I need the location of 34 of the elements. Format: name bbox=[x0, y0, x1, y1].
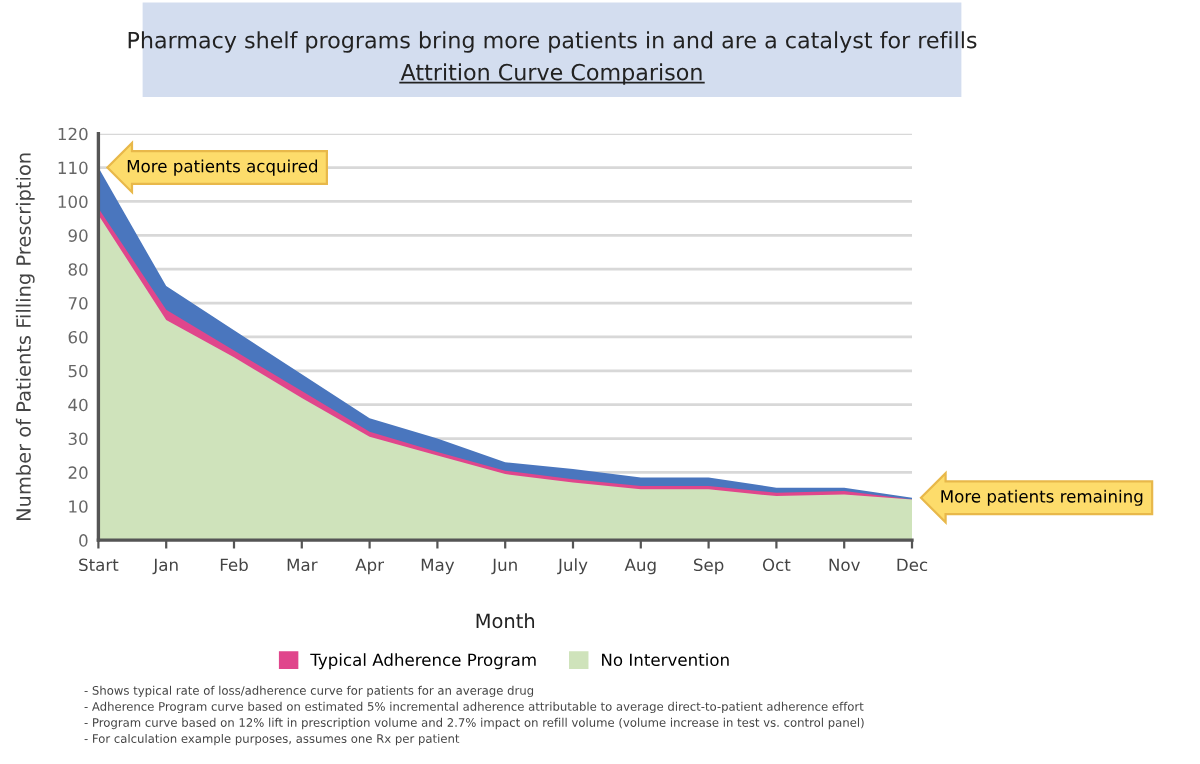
y-tick-label: 80 bbox=[68, 263, 88, 276]
y-tick-label: 40 bbox=[68, 398, 88, 412]
chart-title: Pharmacy shelf programs bring more patients in and are a catalyst for refills bbox=[128, 31, 977, 53]
x-tick-label: Jun bbox=[491, 558, 517, 575]
y-tick-label: 10 bbox=[69, 500, 88, 513]
y-axis-title: Number of Patients Filling Prescription bbox=[15, 153, 35, 521]
y-tick-label: 70 bbox=[68, 297, 88, 310]
x-tick-label: Aug bbox=[624, 558, 656, 575]
x-axis-title: Month bbox=[476, 613, 535, 629]
x-tick-label: July bbox=[557, 558, 588, 575]
y-tick-label: 60 bbox=[68, 330, 88, 344]
y-tick-label: 120 bbox=[58, 127, 88, 141]
x-tick-label: Nov bbox=[829, 558, 860, 572]
x-tick-label: Feb bbox=[220, 558, 248, 572]
legend-label: No Intervention bbox=[602, 653, 729, 667]
x-tick-label: Oct bbox=[762, 558, 791, 572]
x-tick-label: May bbox=[421, 558, 455, 575]
chart-subtitle: Attrition Curve Comparison bbox=[400, 63, 702, 85]
annotation: More patients acquired bbox=[127, 159, 318, 176]
y-tick-label: 0 bbox=[79, 534, 88, 547]
y-tick-label: 20 bbox=[68, 466, 88, 479]
x-tick-label: Sep bbox=[693, 558, 724, 575]
y-tick-label: 50 bbox=[68, 364, 88, 378]
y-tick-label: 110 bbox=[58, 161, 88, 175]
y-tick-label: 30 bbox=[68, 432, 88, 446]
x-tick-label: Start bbox=[79, 558, 119, 572]
legend-label: Typical Adherence Program bbox=[310, 653, 536, 670]
x-tick-label: Dec bbox=[897, 558, 928, 572]
y-tick-label: 90 bbox=[68, 229, 88, 242]
x-tick-label: Jan bbox=[152, 558, 178, 575]
y-tick-label: 100 bbox=[58, 195, 88, 209]
x-tick-label: Mar bbox=[287, 558, 318, 572]
annotation: More patients remaining bbox=[941, 489, 1143, 506]
x-tick-label: Apr bbox=[355, 558, 385, 575]
